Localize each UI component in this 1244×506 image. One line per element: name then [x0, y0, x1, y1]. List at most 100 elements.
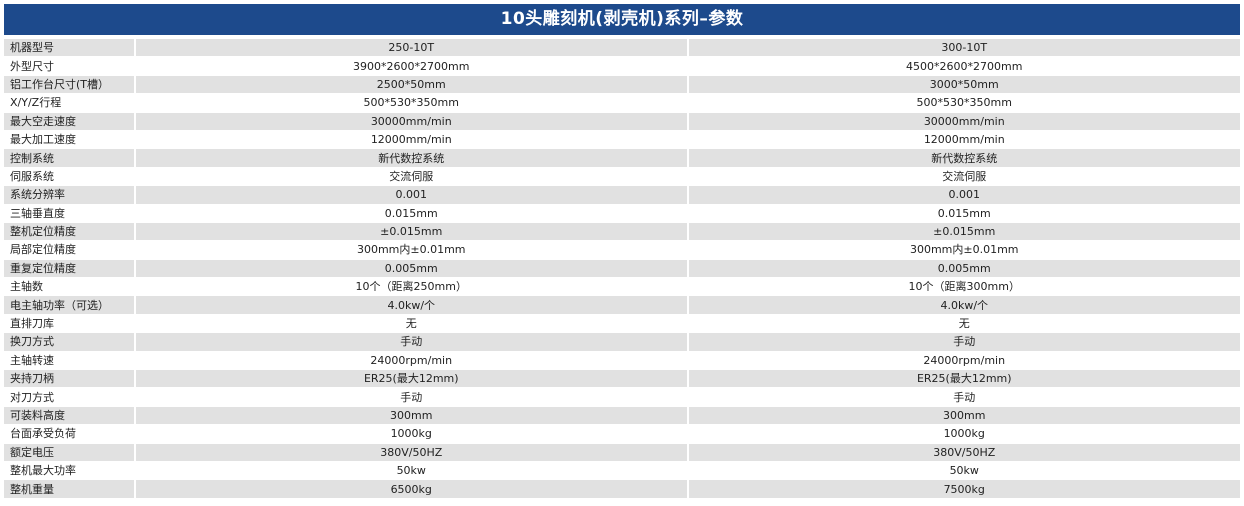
spec-value-model-b: 4.0kw/个	[687, 295, 1240, 315]
spec-value-model-b: 300-10T	[687, 39, 1240, 58]
spec-row: 台面承受负荷 1000kg 1000kg	[4, 424, 1240, 444]
spec-label: 伺服系统	[4, 167, 136, 187]
spec-value-model-b: 0.015mm	[687, 204, 1240, 223]
spec-row: 伺服系统 交流伺服 交流伺服	[4, 167, 1240, 187]
spec-row: X/Y/Z行程 500*530*350mm 500*530*350mm	[4, 93, 1240, 113]
spec-value-model-b: 0.001	[687, 185, 1240, 205]
spec-value-model-b: 交流伺服	[687, 167, 1240, 187]
spec-value-model-b: ER25(最大12mm)	[687, 369, 1240, 389]
spec-label: 对刀方式	[4, 387, 136, 407]
spec-value-model-a: 交流伺服	[135, 167, 689, 187]
spec-label: 系统分辨率	[4, 185, 136, 205]
spec-value-model-a: 4.0kw/个	[135, 295, 689, 315]
spec-value-model-a: 0.005mm	[135, 259, 689, 279]
spec-value-model-a: ER25(最大12mm)	[135, 369, 689, 389]
spec-row: 重复定位精度 0.005mm 0.005mm	[4, 259, 1240, 279]
spec-label: 控制系统	[4, 148, 136, 168]
spec-label: X/Y/Z行程	[4, 93, 136, 113]
spec-label: 换刀方式	[4, 332, 136, 352]
spec-value-model-a: 24000rpm/min	[135, 351, 689, 371]
spec-value-model-a: 6500kg	[135, 479, 689, 499]
spec-row: 系统分辨率 0.001 0.001	[4, 185, 1240, 205]
spec-row: 整机定位精度 ±0.015mm ±0.015mm	[4, 222, 1240, 242]
spec-label: 整机定位精度	[4, 222, 136, 242]
spec-label: 外型尺寸	[4, 56, 136, 76]
spec-value-model-b: 10个（距离300mm）	[687, 277, 1240, 297]
spec-value-model-a: 0.001	[135, 185, 689, 205]
spec-value-model-b: 4500*2600*2700mm	[687, 56, 1240, 76]
spec-value-model-b: 手动	[687, 387, 1240, 407]
spec-label: 局部定位精度	[4, 240, 136, 260]
spec-row: 可装料高度 300mm 300mm	[4, 406, 1240, 426]
spec-row: 换刀方式 手动 手动	[4, 332, 1240, 352]
spec-row: 对刀方式 手动 手动	[4, 387, 1240, 407]
spec-value-model-b: 新代数控系统	[687, 148, 1240, 168]
spec-row: 局部定位精度 300mm内±0.01mm 300mm内±0.01mm	[4, 240, 1240, 260]
spec-value-model-a: 300mm内±0.01mm	[135, 240, 689, 260]
spec-value-model-b: 手动	[687, 332, 1240, 352]
spec-label: 直排刀库	[4, 314, 136, 334]
spec-row: 最大加工速度 12000mm/min 12000mm/min	[4, 130, 1240, 150]
spec-label: 额定电压	[4, 443, 136, 462]
spec-value-model-b: ±0.015mm	[687, 222, 1240, 242]
spec-value-model-a: ±0.015mm	[135, 222, 689, 242]
spec-value-model-a: 手动	[135, 387, 689, 407]
table-title: 10头雕刻机(剥壳机)系列–参数	[4, 4, 1240, 35]
spec-row: 夹持刀柄 ER25(最大12mm) ER25(最大12mm)	[4, 369, 1240, 389]
spec-value-model-a: 0.015mm	[135, 204, 689, 223]
spec-label: 主轴数	[4, 277, 136, 297]
spec-row: 直排刀库无无	[4, 314, 1240, 334]
spec-value-model-a: 手动	[135, 332, 689, 352]
spec-label: 最大空走速度	[4, 112, 136, 131]
spec-value-model-a: 250-10T	[135, 39, 689, 58]
spec-row: 控制系统 新代数控系统 新代数控系统	[4, 148, 1240, 168]
spec-row: 整机重量 6500kg 7500kg	[4, 479, 1240, 499]
spec-label: 整机最大功率	[4, 461, 136, 481]
spec-value-model-a: 3900*2600*2700mm	[135, 56, 689, 76]
spec-row: 铝工作台尺寸(T槽） 2500*50mm 3000*50mm	[4, 75, 1240, 95]
spec-row: 主轴转速 24000rpm/min 24000rpm/min	[4, 351, 1240, 371]
spec-value-model-a: 500*530*350mm	[135, 93, 689, 113]
spec-label: 整机重量	[4, 479, 136, 499]
spec-value-model-b: 380V/50HZ	[687, 443, 1240, 462]
spec-label: 台面承受负荷	[4, 424, 136, 444]
spec-label: 三轴垂直度	[4, 204, 136, 223]
spec-value-model-a: 10个（距离250mm）	[135, 277, 689, 297]
spec-row: 机器型号 250-10T 300-10T	[4, 39, 1240, 58]
spec-row: 电主轴功率（可选） 4.0kw/个 4.0kw/个	[4, 295, 1240, 315]
spec-label: 重复定位精度	[4, 259, 136, 279]
spec-value-model-a: 新代数控系统	[135, 148, 689, 168]
spec-value-model-b: 无	[687, 314, 1240, 334]
spec-row: 整机最大功率 50kw 50kw	[4, 461, 1240, 481]
spec-value-model-a: 380V/50HZ	[135, 443, 689, 462]
spec-label: 可装料高度	[4, 406, 136, 426]
spec-value-model-b: 30000mm/min	[687, 112, 1240, 131]
spec-value-model-a: 50kw	[135, 461, 689, 481]
spec-value-model-a: 300mm	[135, 406, 689, 426]
spec-table-body: 机器型号 250-10T 300-10T 外型尺寸 3900*2600*2700mm 45…	[4, 39, 1240, 499]
spec-label: 机器型号	[4, 39, 136, 58]
spec-value-model-b: 500*530*350mm	[687, 93, 1240, 113]
spec-label: 铝工作台尺寸(T槽）	[4, 75, 136, 95]
spec-value-model-b: 12000mm/min	[687, 130, 1240, 150]
spec-value-model-b: 50kw	[687, 461, 1240, 481]
spec-value-model-b: 1000kg	[687, 424, 1240, 444]
spec-value-model-b: 0.005mm	[687, 259, 1240, 279]
spec-value-model-b: 300mm	[687, 406, 1240, 426]
spec-row: 三轴垂直度 0.015mm 0.015mm	[4, 204, 1240, 223]
spec-value-model-b: 300mm内±0.01mm	[687, 240, 1240, 260]
spec-label: 最大加工速度	[4, 130, 136, 150]
spec-row: 主轴数 10个（距离250mm） 10个（距离300mm）	[4, 277, 1240, 297]
spec-value-model-b: 24000rpm/min	[687, 351, 1240, 371]
spec-value-model-a: 1000kg	[135, 424, 689, 444]
spec-value-model-a: 12000mm/min	[135, 130, 689, 150]
spec-row: 外型尺寸 3900*2600*2700mm 4500*2600*2700mm	[4, 56, 1240, 76]
spec-value-model-a: 2500*50mm	[135, 75, 689, 95]
spec-label: 夹持刀柄	[4, 369, 136, 389]
spec-value-model-a: 30000mm/min	[135, 112, 689, 131]
spec-value-model-a: 无	[135, 314, 689, 334]
spec-sheet: 10头雕刻机(剥壳机)系列–参数 机器型号 250-10T 300-10T 外型尺寸 3…	[4, 4, 1240, 499]
spec-value-model-b: 7500kg	[687, 479, 1240, 499]
spec-value-model-b: 3000*50mm	[687, 75, 1240, 95]
spec-row: 最大空走速度 30000mm/min 30000mm/min	[4, 112, 1240, 131]
